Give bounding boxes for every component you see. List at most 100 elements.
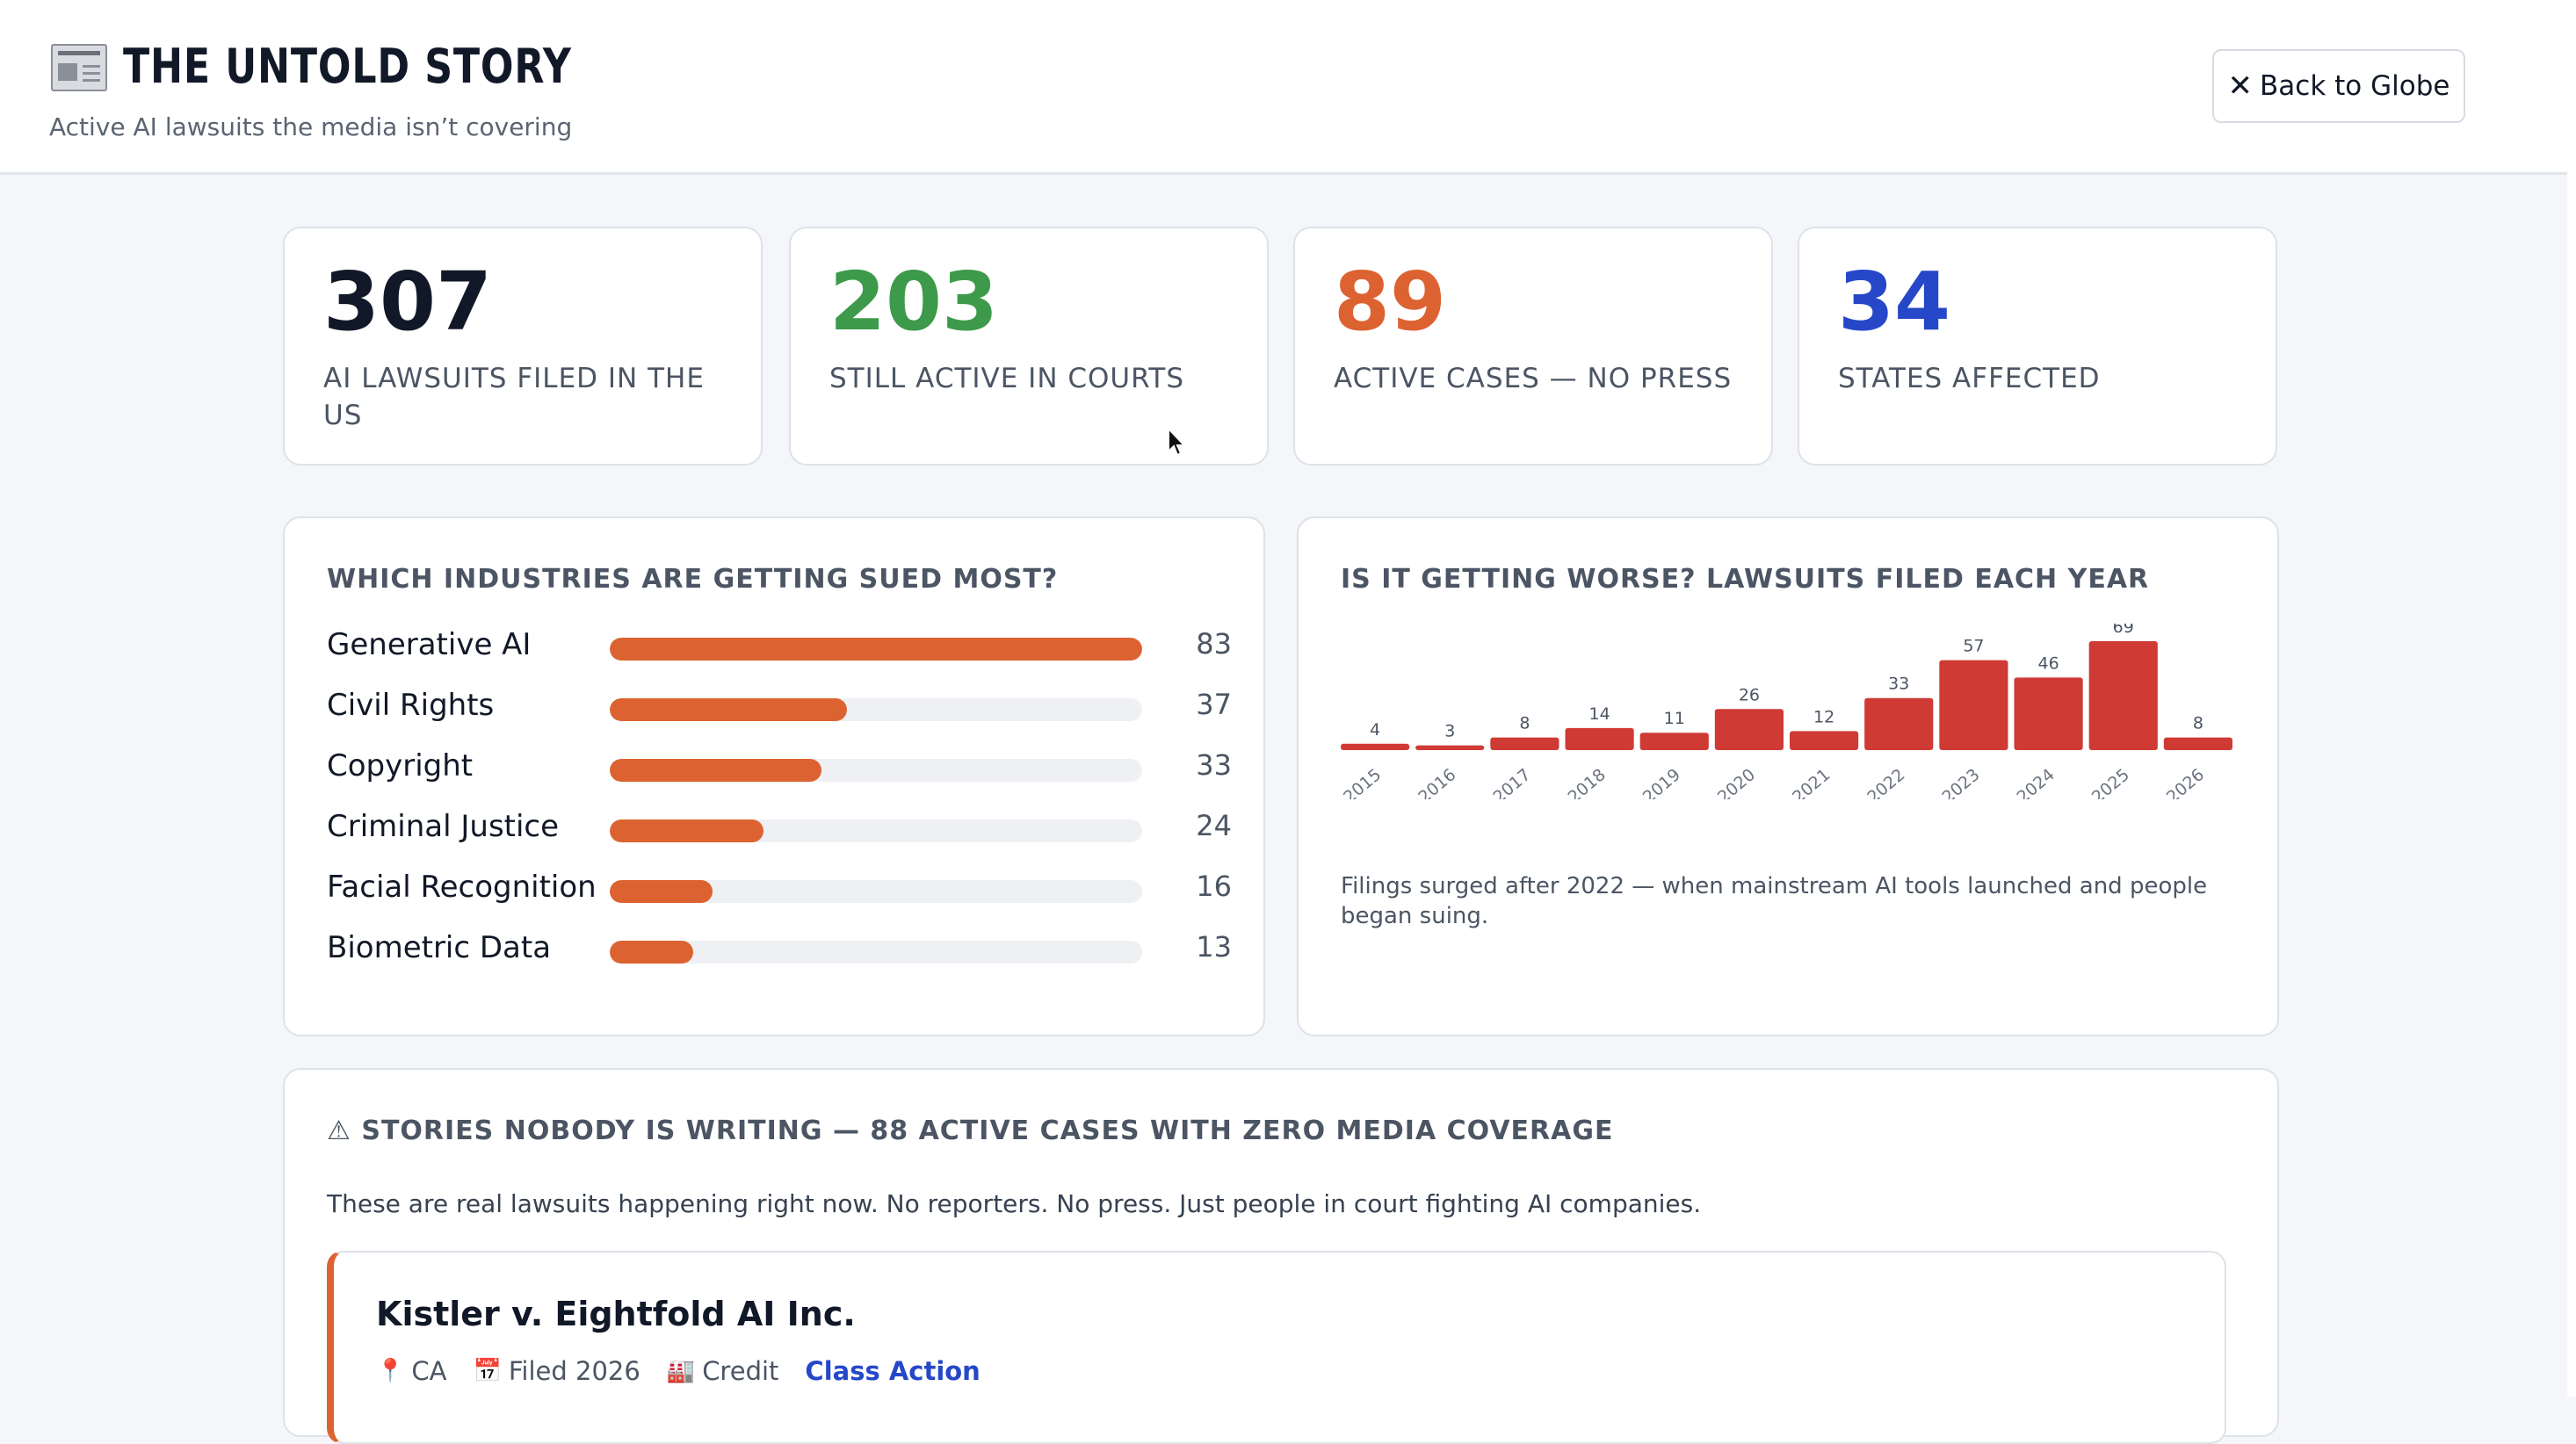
x-tick-label: 2022 bbox=[1863, 765, 1908, 799]
stories-panel: ⚠ STORIES NOBODY IS WRITING — 88 ACTIVE … bbox=[283, 1068, 2279, 1444]
back-to-globe-button[interactable]: ✕ Back to Globe bbox=[2212, 49, 2465, 123]
bar-value-label: 46 bbox=[2037, 653, 2059, 673]
app-header: THE UNTOLD STORY Active AI lawsuits the … bbox=[0, 0, 2567, 175]
industry-value: 16 bbox=[1196, 870, 1232, 903]
stat-card-no-press: 89 ACTIVE CASES — NO PRESS bbox=[1293, 227, 1773, 466]
industry-value: 33 bbox=[1196, 748, 1232, 782]
yearly-chart-title: IS IT GETTING WORSE? LAWSUITS FILED EACH… bbox=[1341, 564, 2150, 595]
bar-2018[interactable] bbox=[1565, 727, 1634, 750]
industry-label: Facial Recognition bbox=[327, 870, 597, 905]
x-tick-label: 2017 bbox=[1489, 765, 1534, 799]
yearly-chart-panel: IS IT GETTING WORSE? LAWSUITS FILED EACH… bbox=[1297, 516, 2279, 1036]
industry-bar-fill bbox=[610, 759, 821, 782]
x-tick-label: 2015 bbox=[1341, 765, 1385, 799]
case-filed: 📅 Filed 2026 bbox=[473, 1356, 640, 1386]
x-tick-label: 2016 bbox=[1415, 765, 1459, 799]
industry-row: Facial Recognition 16 bbox=[327, 863, 1232, 915]
case-meta: 📍 CA 📅 Filed 2026 🏭 Credit Class Action bbox=[376, 1356, 1007, 1386]
bar-value-label: 3 bbox=[1444, 722, 1455, 741]
industry-label: Generative AI bbox=[327, 627, 532, 662]
stat-value: 307 bbox=[323, 255, 493, 349]
x-tick-label: 2018 bbox=[1565, 765, 1610, 799]
industry-row: Criminal Justice 24 bbox=[327, 802, 1232, 855]
stat-card-total: 307 AI LAWSUITS FILED IN THE US bbox=[283, 227, 763, 466]
industry-row: Civil Rights 37 bbox=[327, 681, 1232, 733]
industry-bar-track bbox=[610, 759, 1142, 782]
stories-intro: These are real lawsuits happening right … bbox=[327, 1189, 1702, 1218]
back-button-label: Back to Globe bbox=[2260, 70, 2450, 102]
industry-label: Criminal Justice bbox=[327, 809, 560, 844]
industry-bar-fill bbox=[610, 941, 693, 964]
bar-2026[interactable] bbox=[2163, 737, 2232, 750]
industry-row: Biometric Data 13 bbox=[327, 923, 1232, 976]
bar-2021[interactable] bbox=[1790, 731, 1859, 750]
stories-title: ⚠ STORIES NOBODY IS WRITING — 88 ACTIVE … bbox=[327, 1115, 1614, 1146]
bar-value-label: 8 bbox=[1519, 714, 1530, 733]
industry-bar-track bbox=[610, 698, 1142, 721]
bar-2023[interactable] bbox=[1939, 660, 2008, 750]
bar-2015[interactable] bbox=[1341, 743, 1410, 750]
industry-bar-track bbox=[610, 941, 1142, 964]
bar-2020[interactable] bbox=[1714, 709, 1784, 750]
industry-bar-fill bbox=[610, 638, 1142, 661]
industry-bar-track bbox=[610, 819, 1142, 842]
industry-bar-track bbox=[610, 638, 1142, 661]
bar-2025[interactable] bbox=[2088, 641, 2158, 750]
newspaper-icon bbox=[49, 40, 109, 93]
case-card[interactable]: Kistler v. Eightfold AI Inc. 📍 CA 📅 File… bbox=[327, 1251, 2226, 1444]
industry-bar-fill bbox=[610, 819, 764, 842]
bar-value-label: 11 bbox=[1664, 709, 1685, 728]
pin-icon: 📍 bbox=[376, 1358, 405, 1384]
bar-value-label: 8 bbox=[2193, 714, 2203, 733]
case-title: Kistler v. Eightfold AI Inc. bbox=[376, 1295, 856, 1333]
x-tick-label: 2023 bbox=[1938, 765, 1983, 799]
title-row: THE UNTOLD STORY bbox=[49, 39, 670, 94]
industries-panel: WHICH INDUSTRIES ARE GETTING SUED MOST? … bbox=[283, 516, 1265, 1036]
bar-value-label: 12 bbox=[1813, 707, 1834, 726]
close-icon: ✕ bbox=[2227, 69, 2254, 104]
stat-card-active: 203 STILL ACTIVE IN COURTS bbox=[789, 227, 1269, 466]
industry-value: 13 bbox=[1196, 930, 1232, 964]
bar-2016[interactable] bbox=[1415, 745, 1485, 750]
x-tick-label: 2021 bbox=[1789, 765, 1834, 799]
industry-label: Biometric Data bbox=[327, 930, 552, 965]
bar-value-label: 26 bbox=[1739, 685, 1760, 704]
bar-2019[interactable] bbox=[1639, 733, 1709, 750]
page-scrollbar[interactable] bbox=[2567, 0, 2576, 1397]
stat-value: 34 bbox=[1838, 255, 1951, 349]
app-title: THE UNTOLD STORY bbox=[123, 39, 572, 94]
case-state-label: CA bbox=[411, 1356, 447, 1386]
bar-2022[interactable] bbox=[1864, 697, 1934, 750]
factory-icon: 🏭 bbox=[666, 1358, 696, 1384]
industry-bar-track bbox=[610, 880, 1142, 903]
industry-bar-fill bbox=[610, 698, 848, 721]
app-subtitle: Active AI lawsuits the media isn’t cover… bbox=[49, 112, 573, 141]
case-state: 📍 CA bbox=[376, 1356, 446, 1386]
industry-row: Generative AI 83 bbox=[327, 620, 1232, 673]
stat-label: STATES AFFECTED bbox=[1838, 363, 2101, 394]
industry-value: 24 bbox=[1196, 809, 1232, 842]
industries-title: WHICH INDUSTRIES ARE GETTING SUED MOST? bbox=[327, 564, 1059, 595]
case-industry-label: Credit bbox=[702, 1356, 779, 1386]
case-type-link[interactable]: Class Action bbox=[805, 1356, 980, 1386]
bar-value-label: 4 bbox=[1370, 720, 1380, 740]
bar-value-label: 57 bbox=[1963, 637, 1984, 656]
bar-2024[interactable] bbox=[2014, 677, 2083, 750]
stat-value: 89 bbox=[1334, 255, 1447, 349]
industry-label: Copyright bbox=[327, 748, 474, 783]
bar-value-label: 14 bbox=[1588, 704, 1610, 724]
case-filed-label: Filed 2026 bbox=[508, 1356, 640, 1386]
industry-label: Civil Rights bbox=[327, 688, 495, 723]
x-tick-label: 2019 bbox=[1639, 765, 1684, 799]
x-tick-label: 2025 bbox=[2088, 765, 2133, 799]
bar-value-label: 33 bbox=[1888, 675, 1909, 694]
industry-value: 83 bbox=[1196, 627, 1232, 661]
x-tick-label: 2020 bbox=[1714, 765, 1759, 799]
stat-label: AI LAWSUITS FILED IN THE US bbox=[323, 363, 705, 431]
bar-value-label: 69 bbox=[2113, 624, 2134, 637]
industry-bar-fill bbox=[610, 880, 713, 903]
bar-2017[interactable] bbox=[1490, 737, 1559, 750]
mouse-cursor-icon bbox=[1168, 427, 1187, 457]
stat-label: ACTIVE CASES — NO PRESS bbox=[1334, 363, 1733, 394]
industry-row: Copyright 33 bbox=[327, 741, 1232, 794]
